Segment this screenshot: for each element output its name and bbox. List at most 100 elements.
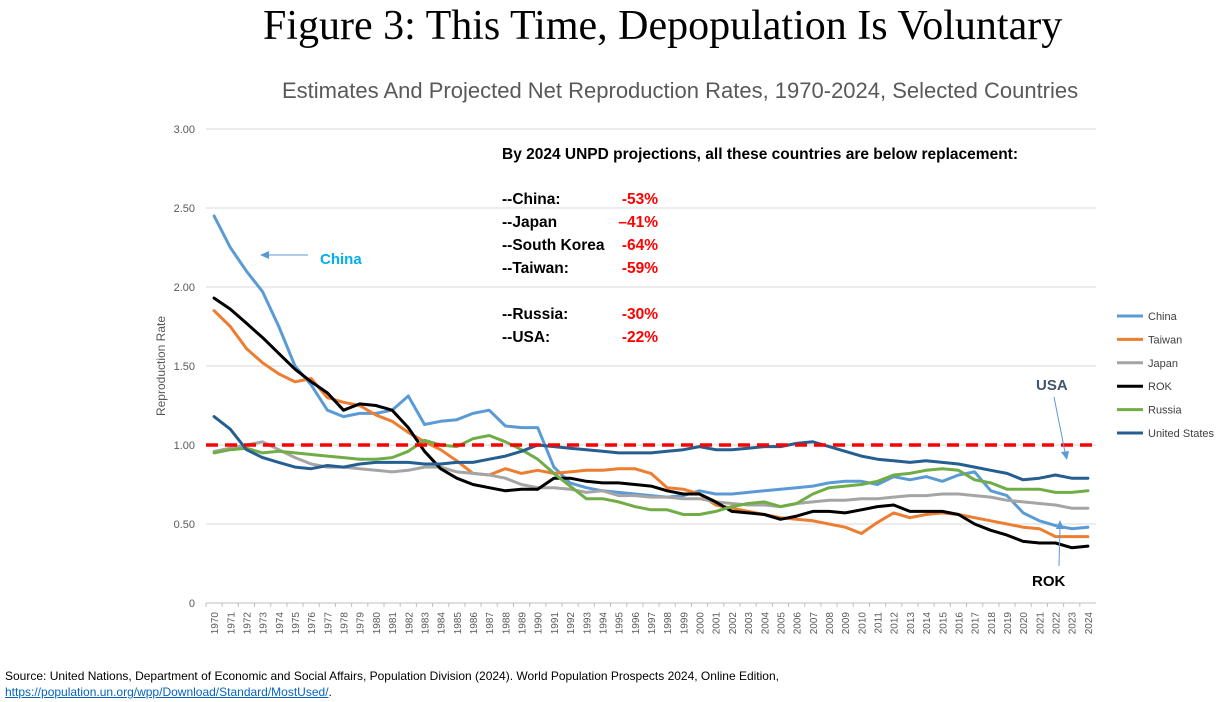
x-tick-label: 2012 — [890, 612, 901, 635]
series-line-japan — [212, 440, 1090, 510]
x-tick-label: 1993 — [582, 612, 593, 635]
legend-label: Russia — [1148, 405, 1183, 417]
x-tick-label: 2020 — [1019, 612, 1030, 635]
x-tick-label: 2009 — [841, 612, 852, 635]
annotation-value: -22% — [622, 329, 658, 346]
x-tick-label: 1988 — [501, 612, 512, 635]
x-tick-label: 2007 — [809, 612, 820, 635]
annotation-country: --South Korea — [502, 237, 605, 254]
y-axis-label: Reproduction Rate — [154, 316, 168, 416]
x-tick-label: 2001 — [712, 612, 723, 635]
x-tick-label: 2018 — [987, 612, 998, 635]
x-tick-label: 1997 — [647, 612, 658, 635]
x-tick-label: 2014 — [922, 612, 933, 635]
figure-subtitle: Estimates And Projected Net Reproduction… — [282, 78, 1079, 103]
annotation-country: --Taiwan: — [502, 260, 569, 277]
annotation-country: --USA: — [502, 329, 550, 346]
y-tick-label: 3.00 — [174, 124, 195, 136]
x-tick-label: 2024 — [1084, 612, 1095, 635]
x-tick-label: 2013 — [906, 612, 917, 635]
x-tick-label: 2021 — [1035, 612, 1046, 635]
x-tick-label: 1979 — [356, 612, 367, 635]
source-note: Source: United Nations, Department of Ec… — [5, 668, 779, 700]
y-tick-label: 1.00 — [174, 440, 195, 452]
x-tick-label: 2023 — [1068, 612, 1079, 635]
rok-callout-arrowhead — [1056, 520, 1064, 529]
annotation-value: -30% — [622, 306, 658, 323]
x-tick-label: 1972 — [242, 612, 253, 635]
source-link[interactable]: https://population.un.org/wpp/Download/S… — [5, 685, 329, 699]
x-tick-label: 1990 — [534, 612, 545, 635]
annotation-country: --Japan — [502, 214, 557, 231]
x-tick-label: 1982 — [404, 612, 415, 635]
annotation-value: -59% — [622, 260, 658, 277]
x-tick-label: 2006 — [793, 612, 804, 635]
y-tick-label: 2.50 — [174, 203, 195, 215]
x-tick-label: 1999 — [679, 612, 690, 635]
rok-callout-label: ROK — [1032, 573, 1066, 590]
x-tick-label: 1987 — [485, 612, 496, 635]
line-chart: 0 0.50 1.00 1.50 2.00 2.50 3.00 1970 1971 1972 197… — [154, 124, 1215, 635]
usa-callout-arrowhead — [1061, 451, 1069, 460]
y-tick-label: 1.50 — [174, 361, 195, 373]
y-tick-label: 0.50 — [174, 519, 195, 531]
x-tick-label: 1992 — [566, 612, 577, 635]
x-tick-label: 2011 — [874, 612, 885, 634]
x-tick-label: 1984 — [437, 612, 448, 635]
annotation-headline: By 2024 UNPD projections, all these coun… — [502, 146, 1018, 163]
x-tick-label: 1983 — [420, 612, 431, 635]
x-tick-label: 1991 — [550, 612, 561, 635]
x-tick-label: 2022 — [1052, 612, 1063, 635]
x-tick-label: 1971 — [226, 612, 237, 635]
x-tick-label: 1986 — [469, 612, 480, 635]
x-tick-label: 1973 — [259, 612, 270, 635]
x-tick-label: 1995 — [615, 612, 626, 635]
x-tick-label: 2017 — [971, 612, 982, 635]
usa-callout-label: USA — [1036, 377, 1068, 394]
x-tick-label: 2008 — [825, 612, 836, 635]
x-tick-label: 2010 — [857, 612, 868, 635]
x-tick-label: 1977 — [323, 612, 334, 635]
legend-label: United States — [1148, 428, 1215, 440]
china-callout-label: China — [320, 251, 362, 268]
legend-label: China — [1148, 311, 1178, 323]
annotation-country: --Russia: — [502, 306, 568, 323]
x-tick-label: 1978 — [340, 612, 351, 635]
source-suffix: . — [328, 685, 332, 699]
x-tick-label: 1976 — [307, 612, 318, 635]
source-text: Source: United Nations, Department of Ec… — [5, 669, 779, 683]
x-tick-label: 1994 — [598, 612, 609, 635]
x-tick-label: 1974 — [275, 612, 286, 635]
series-line-rok — [212, 296, 1090, 550]
annotation-value: –41% — [618, 214, 658, 231]
x-tick-label: 1980 — [372, 612, 383, 635]
y-tick-label: 0 — [189, 598, 195, 610]
x-tick-label: 1985 — [453, 612, 464, 635]
x-tick-label: 2000 — [696, 612, 707, 635]
annotation-country: --China: — [502, 191, 561, 208]
y-tick-label: 2.00 — [174, 282, 195, 294]
x-tick-label: 1981 — [388, 612, 399, 635]
annotation-value: -53% — [622, 191, 658, 208]
x-tick-label: 2015 — [938, 612, 949, 635]
series-line-united-states — [212, 415, 1090, 482]
x-tick-label: 1975 — [291, 612, 302, 635]
x-tick-label: 2004 — [760, 612, 771, 635]
legend-label: Taiwan — [1148, 334, 1182, 346]
x-tick-label: 2002 — [728, 612, 739, 635]
legend-label: Japan — [1148, 358, 1178, 370]
x-tick-label: 1996 — [631, 612, 642, 635]
china-callout-arrowhead — [260, 251, 269, 259]
legend-label: ROK — [1148, 381, 1173, 393]
x-tick-label: 2005 — [776, 612, 787, 635]
series-line-russia — [212, 434, 1090, 516]
x-tick-label: 1970 — [210, 612, 221, 635]
usa-callout-arrow-shaft — [1053, 396, 1066, 453]
x-tick-label: 1998 — [663, 612, 674, 635]
figure-title: Figure 3: This Time, Depopulation Is Vol… — [263, 3, 1063, 49]
x-tick-label: 2003 — [744, 612, 755, 635]
x-tick-label: 1989 — [518, 612, 529, 635]
rok-callout-arrow-shaft — [1058, 527, 1061, 567]
x-tick-label: 2016 — [954, 612, 965, 635]
annotation-value: -64% — [622, 237, 658, 254]
